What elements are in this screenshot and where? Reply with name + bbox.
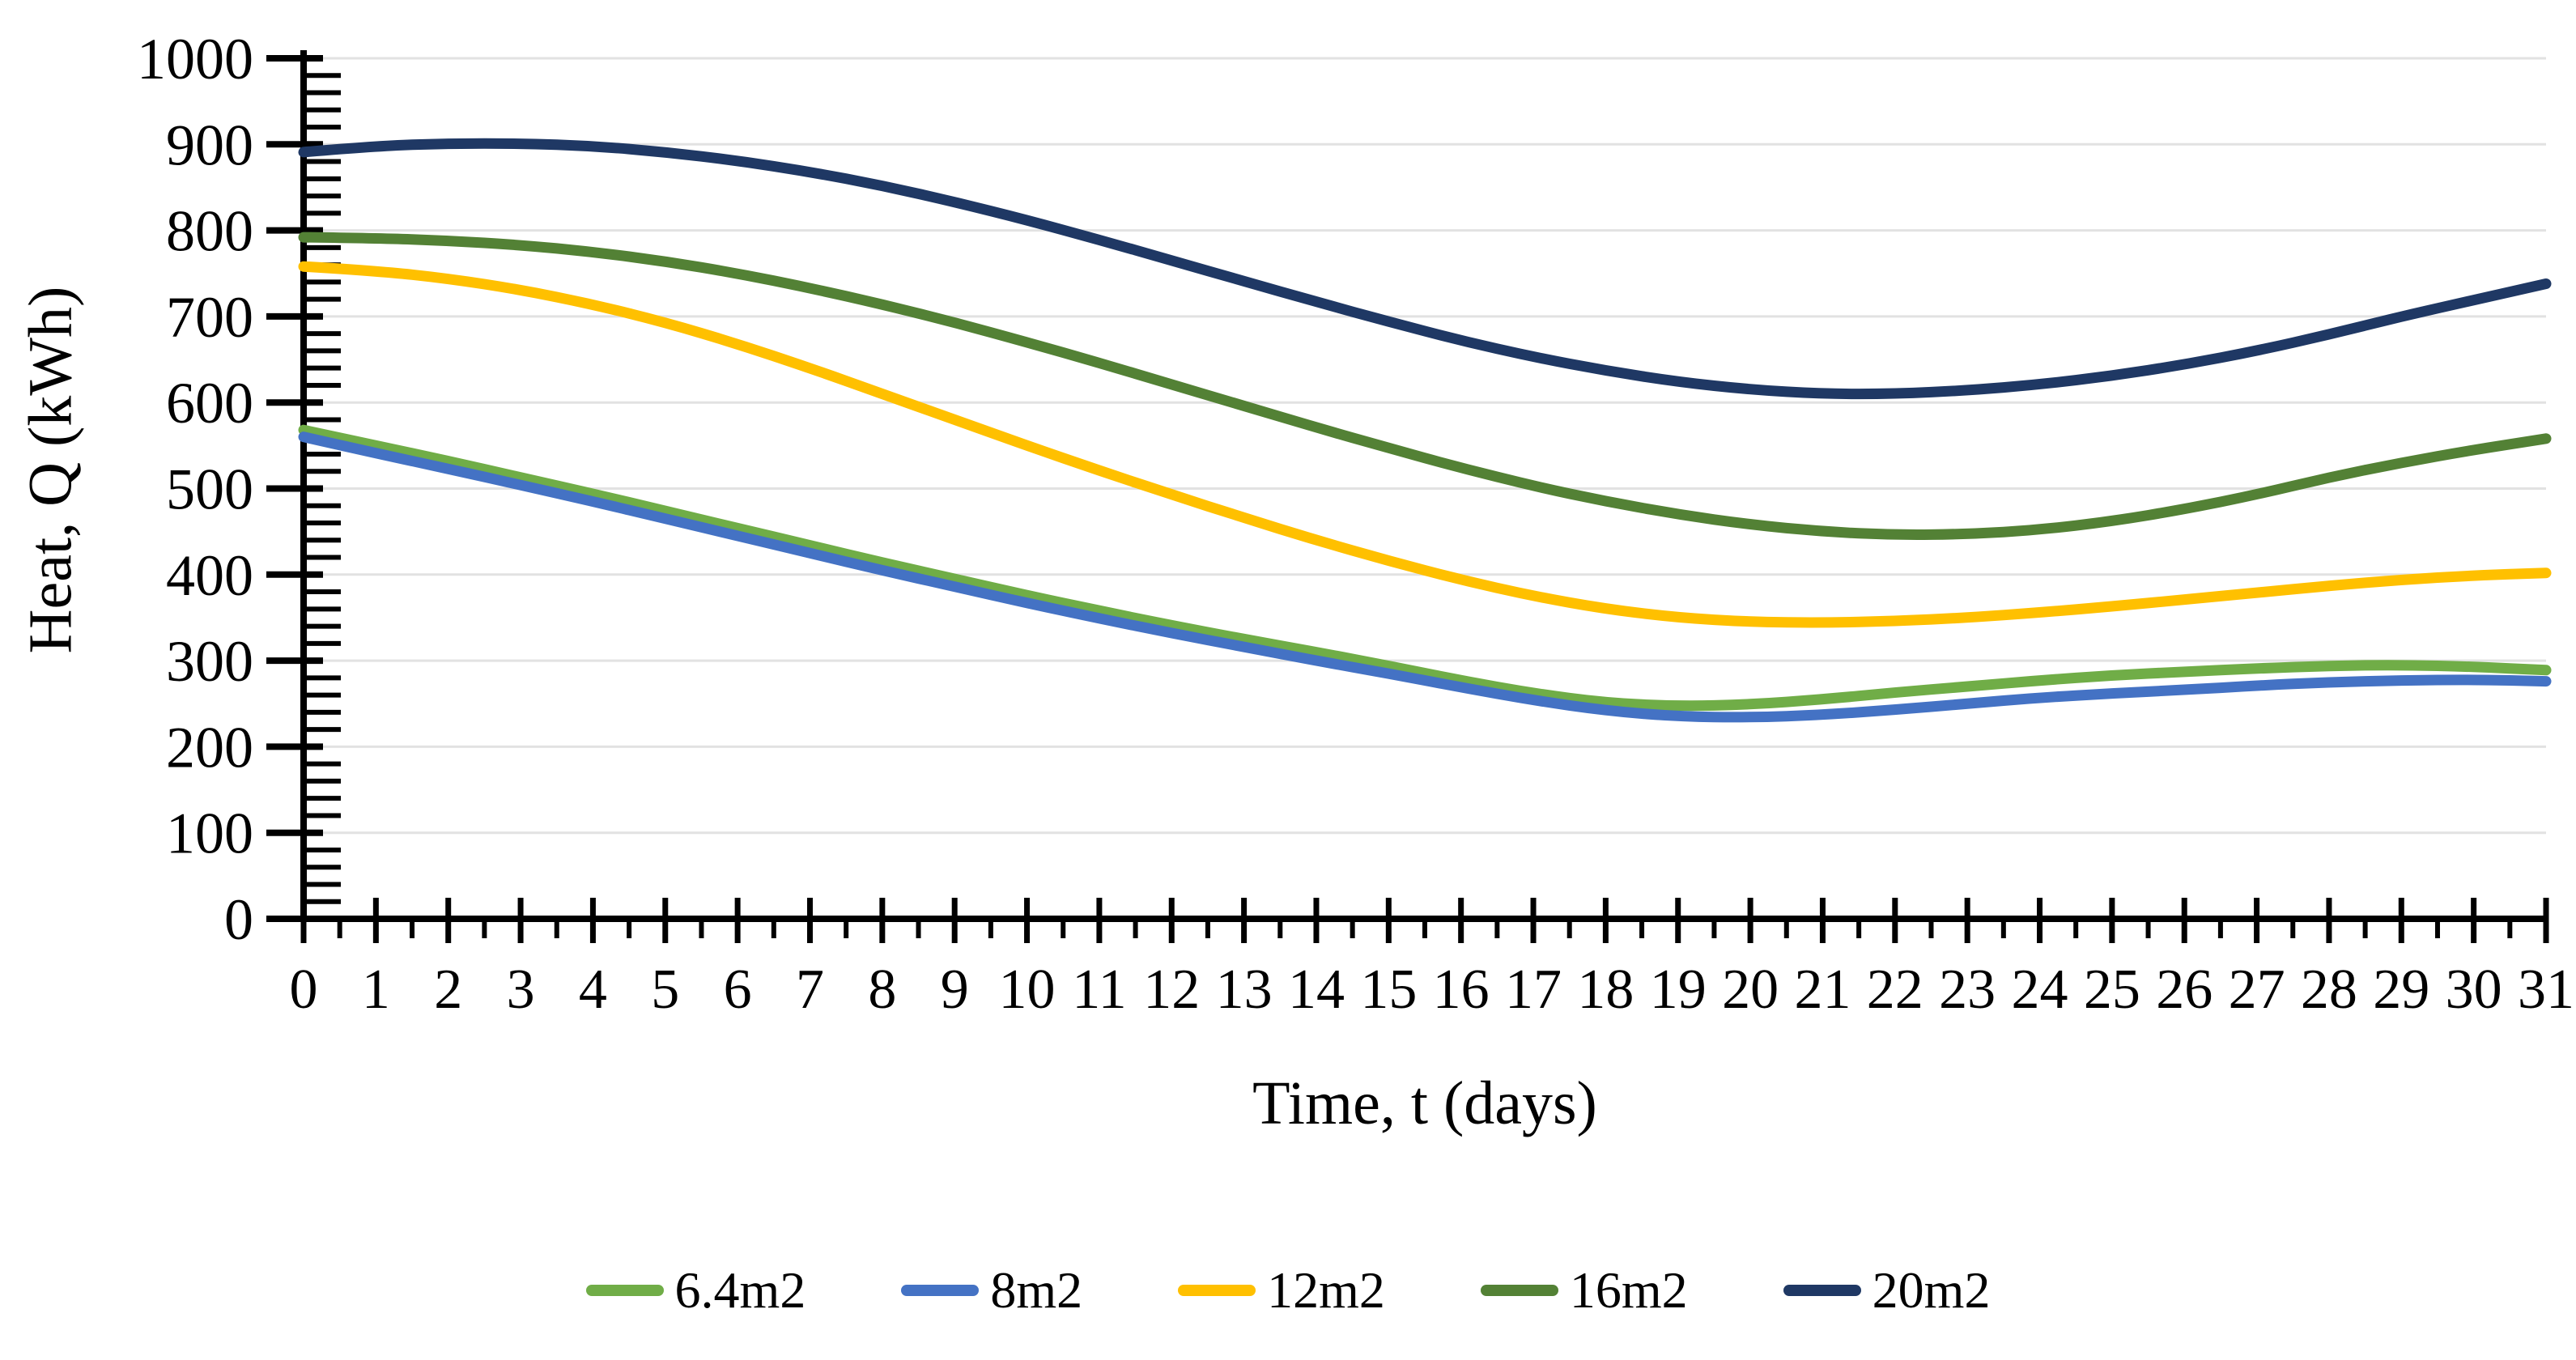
x-tick-label: 2 [434,958,462,1021]
x-tick-label: 1 [362,958,390,1021]
y-tick-label: 100 [166,801,253,866]
x-tick-label: 15 [1360,958,1417,1021]
legend-swatch-icon [1480,1285,1558,1296]
x-tick-label: 23 [1939,958,1996,1021]
legend-item-8m2: 8m2 [901,1264,1082,1316]
legend-swatch-icon [1178,1285,1256,1296]
x-tick-label: 21 [1794,958,1851,1021]
x-tick-label: 6 [724,958,752,1021]
x-tick-label: 13 [1216,958,1273,1021]
legend-label: 6.4m2 [674,1261,806,1319]
y-tick-label: 500 [166,457,253,522]
x-tick-label: 0 [290,958,318,1021]
legend-swatch-icon [901,1285,980,1296]
x-tick-label: 17 [1505,958,1562,1021]
x-tick-label: 19 [1650,958,1707,1021]
x-tick-label: 24 [2012,958,2068,1021]
legend-label: 20m2 [1872,1261,1991,1319]
y-tick-label: 400 [166,543,253,608]
x-tick-label: 25 [2084,958,2140,1021]
y-tick-label: 900 [166,113,253,177]
x-tick-label: 7 [796,958,824,1021]
x-tick-label: 26 [2156,958,2213,1021]
x-tick-label: 18 [1577,958,1634,1021]
series-line-6.4m2 [298,424,2552,712]
x-tick-label: 30 [2446,958,2502,1021]
x-tick-label: 11 [1072,958,1126,1021]
x-tick-label: 9 [941,958,969,1021]
legend-swatch-icon [1783,1285,1861,1296]
x-tick-label: 4 [579,958,607,1021]
x-tick-label: 29 [2373,958,2429,1021]
x-tick-label: 28 [2301,958,2357,1021]
x-tick-label: 14 [1288,958,1345,1021]
legend-item-20m2: 20m2 [1783,1261,1991,1319]
legend-item-16m2: 16m2 [1480,1261,1688,1319]
y-tick-label: 800 [166,199,253,264]
legend-swatch-icon [585,1285,664,1296]
x-tick-label: 31 [2518,958,2574,1021]
x-tick-label: 27 [2229,958,2285,1021]
series-line-16m2 [298,232,2552,540]
y-tick-label: 700 [166,285,253,350]
y-tick-label: 600 [166,371,253,436]
x-tick-label: 10 [999,958,1056,1021]
legend-label: 12m2 [1267,1261,1385,1319]
series-line-8m2 [298,431,2552,723]
x-axis-title: Time, t (days) [1252,1069,1597,1137]
series-line-20m2 [298,138,2552,400]
series-line-12m2 [298,261,2552,628]
y-tick-label: 200 [166,715,253,780]
y-tick-label: 0 [224,887,253,952]
legend-item-6.4m2: 6.4m2 [585,1261,806,1319]
legend-label: 8m2 [990,1261,1083,1319]
legend-item-12m2: 12m2 [1178,1264,1385,1316]
legend-label: 16m2 [1569,1261,1688,1319]
y-tick-label: 1000 [137,27,253,91]
y-axis-title: Heat, Q (kWh) [16,286,85,653]
x-tick-label: 22 [1867,958,1923,1021]
x-tick-label: 20 [1722,958,1779,1021]
x-tick-label: 16 [1433,958,1490,1021]
y-axis-title-wrap: Heat, Q (kWh) [6,0,96,939]
y-tick-label: 300 [166,629,253,694]
chart-legend: 6.4m2 8m2 12m2 16m2 20m2 [0,1264,2576,1316]
x-tick-label: 5 [651,958,679,1021]
x-tick-label: 12 [1143,958,1200,1021]
x-tick-label: 8 [868,958,896,1021]
x-tick-label: 3 [507,958,535,1021]
